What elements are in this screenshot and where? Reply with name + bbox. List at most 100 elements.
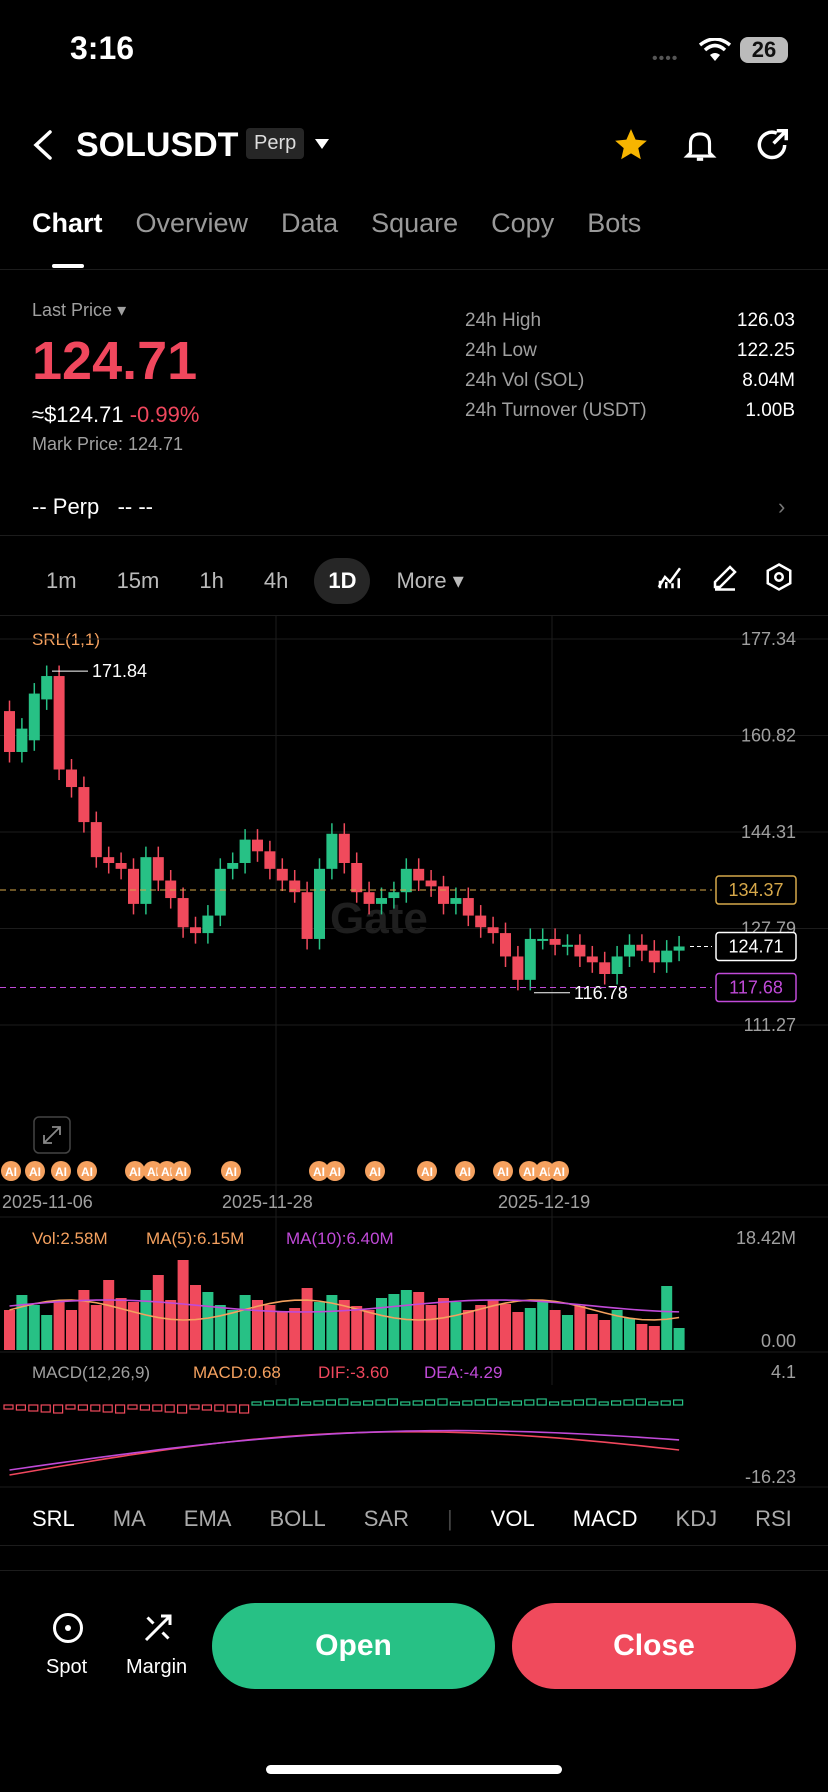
- macd-histogram-bar: [548, 1401, 560, 1406]
- volume-bar: [314, 1302, 325, 1350]
- timeframe-1m[interactable]: 1m: [46, 568, 77, 593]
- volume-bar: [264, 1305, 276, 1350]
- tab-chart[interactable]: Chart: [32, 208, 103, 238]
- candle: [140, 857, 152, 904]
- margin-icon[interactable]: [140, 1610, 176, 1646]
- volume-bar: [152, 1275, 164, 1350]
- y-tick-label: 144.31: [741, 822, 796, 842]
- ind-tab-rsi[interactable]: RSI: [755, 1506, 792, 1531]
- volume-bar: [115, 1298, 127, 1350]
- back-arrow-icon[interactable]: [30, 128, 58, 162]
- ma5-label: MA(5):6.15M: [146, 1229, 244, 1248]
- volume-bar: [586, 1314, 598, 1350]
- volume-bar: [41, 1315, 53, 1350]
- ind-tab-macd[interactable]: MACD: [572, 1506, 638, 1531]
- volume-bar: [202, 1292, 214, 1350]
- ind-tab-vol[interactable]: VOL: [490, 1506, 535, 1531]
- macd-histogram-bar: [164, 1404, 175, 1413]
- tab-square[interactable]: Square: [371, 208, 459, 238]
- timeframe-1d[interactable]: 1D: [314, 558, 371, 604]
- ind-tab-ema[interactable]: EMA: [183, 1506, 232, 1531]
- ai-badge-label: AI: [225, 1165, 237, 1179]
- ind-tab-srl[interactable]: SRL: [32, 1506, 75, 1531]
- tab-data[interactable]: Data: [281, 208, 339, 238]
- macd-histogram-bar: [276, 1399, 287, 1406]
- macd-histogram-bar: [425, 1399, 436, 1406]
- volume-bar: [611, 1310, 623, 1350]
- bell-icon[interactable]: [681, 126, 719, 164]
- candle: [115, 862, 127, 869]
- spot-label[interactable]: Spot: [46, 1656, 88, 1678]
- candle: [190, 927, 201, 934]
- candle: [636, 944, 648, 951]
- macd-min-label: -16.23: [745, 1467, 796, 1487]
- macd-histogram-bar: [536, 1398, 547, 1406]
- volume-bar: [326, 1295, 338, 1350]
- tab-copy[interactable]: Copy: [491, 208, 555, 238]
- candle: [301, 892, 313, 939]
- timeframe-1h[interactable]: 1h: [199, 568, 224, 593]
- macd-histogram-bar: [127, 1404, 138, 1410]
- volume-bar: [562, 1315, 573, 1350]
- ai-badge: [51, 1161, 71, 1181]
- candle: [363, 892, 375, 904]
- current-price-label: 124.71: [728, 936, 783, 956]
- chevron-right-icon[interactable]: ›: [778, 494, 786, 519]
- candle: [524, 938, 536, 980]
- open-button[interactable]: Open: [212, 1603, 495, 1689]
- candle: [41, 676, 53, 700]
- date-tick-label: 2025-12-19: [498, 1192, 590, 1212]
- share-icon[interactable]: [753, 126, 791, 164]
- indicators-icon[interactable]: [655, 562, 685, 592]
- last-price-dropdown[interactable]: Last Price ▾: [32, 300, 127, 320]
- dea-line: [9, 1429, 680, 1471]
- tab-overview[interactable]: Overview: [135, 208, 249, 238]
- ai-badge-label: AI: [313, 1165, 325, 1179]
- ind-tab-sar[interactable]: SAR: [363, 1506, 409, 1531]
- timeframe-15m[interactable]: 15m: [116, 568, 160, 593]
- ind-tab-ma[interactable]: MA: [112, 1506, 146, 1531]
- macd-histogram-bar: [598, 1401, 609, 1406]
- perp-badge[interactable]: Perp: [246, 128, 305, 159]
- volume-bar: [90, 1305, 102, 1350]
- macd-title: MACD(12,26,9): [32, 1363, 150, 1382]
- margin-label[interactable]: Margin: [126, 1656, 188, 1678]
- perp-info-row[interactable]: -- Perp -- --: [32, 494, 154, 519]
- volume-bar: [289, 1308, 301, 1350]
- timeframe-more[interactable]: More ▾: [396, 568, 464, 593]
- chevron-down-icon[interactable]: [313, 137, 331, 151]
- ind-tab-boll[interactable]: BOLL: [269, 1506, 326, 1531]
- divider: [0, 535, 828, 536]
- draw-pencil-icon[interactable]: [710, 562, 740, 592]
- volume-bar: [66, 1310, 77, 1350]
- spot-icon[interactable]: [50, 1610, 86, 1646]
- timeframe-4h[interactable]: 4h: [263, 568, 289, 593]
- ma10-line: [9, 1299, 680, 1313]
- close-button[interactable]: Close: [512, 1603, 796, 1689]
- ai-badge: [417, 1161, 437, 1181]
- macd-histogram-bar: [338, 1398, 349, 1406]
- star-icon[interactable]: [612, 126, 650, 164]
- ind-tab-kdj[interactable]: KDJ: [675, 1506, 718, 1531]
- settings-hex-icon[interactable]: [764, 562, 794, 592]
- date-tick-label: 2025-11-06: [2, 1192, 93, 1212]
- candle: [326, 833, 338, 869]
- macd-histogram-bar: [511, 1400, 523, 1406]
- candlestick-chart[interactable]: SRL(1,1) Gate 177.34160.82144.31127.7911…: [0, 615, 828, 1505]
- ai-badge-label: AI: [421, 1165, 433, 1179]
- ai-badge-label: AI: [29, 1165, 41, 1179]
- candle: [599, 962, 611, 974]
- macd-histogram-bar: [177, 1404, 188, 1414]
- candle: [264, 851, 276, 869]
- candle: [214, 868, 226, 916]
- dif-value: DIF:-3.60: [318, 1363, 389, 1382]
- ai-badge-label: AI: [129, 1165, 141, 1179]
- ai-badge: [171, 1161, 191, 1181]
- candle: [450, 898, 462, 904]
- tab-bots[interactable]: Bots: [587, 208, 642, 238]
- symbol-title[interactable]: SOLUSDT: [76, 126, 239, 164]
- macd-histogram-bar: [313, 1400, 324, 1406]
- volume-bar: [301, 1288, 313, 1350]
- macd-histogram-bar: [325, 1399, 336, 1406]
- volume-bar: [661, 1286, 673, 1350]
